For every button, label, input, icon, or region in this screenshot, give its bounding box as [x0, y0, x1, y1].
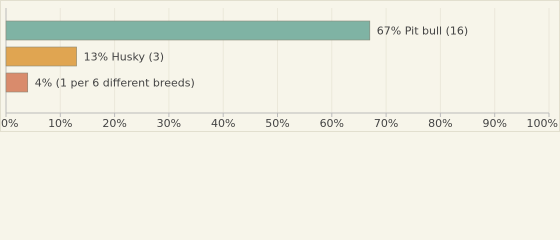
- x-tick-label: 100%: [527, 117, 558, 130]
- bar: [5, 46, 77, 67]
- x-tick-label: 50%: [265, 117, 289, 130]
- x-tick-label: 90%: [482, 117, 506, 130]
- value-label: 13% Husky (3): [84, 51, 165, 64]
- chart: 0% 10% 20% 30% 40% 50% 60% 70% 80% 90% 100% 67% Pit…: [0, 0, 560, 132]
- chart-background: [0, 0, 560, 132]
- x-tick-label: 70%: [374, 117, 398, 130]
- x-tick-label: 80%: [428, 117, 452, 130]
- x-tick-label: 30%: [157, 117, 181, 130]
- x-tick-label: 10%: [48, 117, 72, 130]
- x-tick-label: 40%: [211, 117, 235, 130]
- x-tick-label: 60%: [320, 117, 344, 130]
- x-tick-label: 20%: [102, 117, 126, 130]
- bar: [5, 20, 371, 41]
- x-tick-label: 0%: [1, 117, 18, 130]
- bar: [5, 72, 29, 93]
- value-label: 67% Pit bull (16): [377, 25, 468, 38]
- value-label: 4% (1 per 6 different breeds): [35, 77, 195, 90]
